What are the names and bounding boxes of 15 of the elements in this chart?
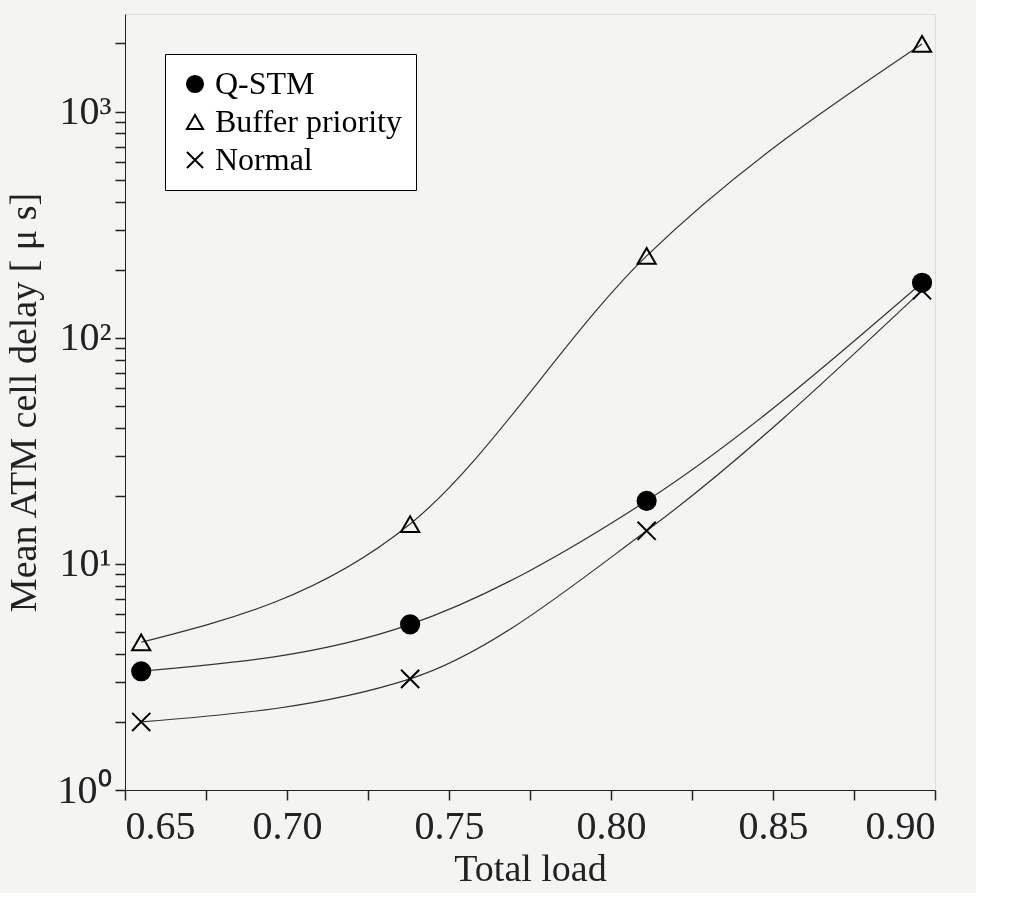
legend-label: Normal <box>215 141 313 177</box>
x-tick-label: 0.70 <box>252 802 323 848</box>
x-tick-label: 0.80 <box>576 802 647 848</box>
y-tick-label: 10¹ <box>59 540 112 586</box>
legend-label: Buffer priority <box>215 103 402 139</box>
x-tick-label: 0.75 <box>414 802 485 848</box>
y-tick-label: 10³ <box>59 88 112 134</box>
legend-label: Q-STM <box>215 65 315 101</box>
y-tick-label: 10² <box>59 314 112 360</box>
x-axis-title: Total load <box>454 846 607 889</box>
x-tick-label: 0.90 <box>865 802 936 848</box>
y-tick-label: 10⁰ <box>57 766 112 812</box>
x-tick-label: 0.85 <box>738 802 809 848</box>
x-tick-label: 0.65 <box>125 802 196 848</box>
y-axis-title: Mean ATM cell delay [ μ s] <box>1 192 44 613</box>
